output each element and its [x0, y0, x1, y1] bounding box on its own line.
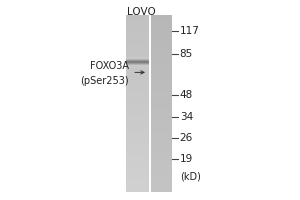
Bar	[126, 103, 148, 110]
Bar	[152, 92, 172, 98]
Bar	[152, 151, 172, 157]
Bar	[126, 15, 148, 192]
Bar	[126, 64, 148, 65]
Bar	[126, 59, 148, 60]
Bar	[126, 65, 148, 66]
Bar	[152, 33, 172, 39]
Bar	[152, 121, 172, 127]
Bar	[126, 156, 148, 162]
Bar	[126, 21, 148, 27]
Bar	[152, 156, 172, 162]
Bar	[126, 133, 148, 139]
Bar	[126, 162, 148, 168]
Bar	[126, 127, 148, 133]
Bar	[126, 92, 148, 98]
Text: 26: 26	[180, 133, 193, 143]
Text: FOXO3A: FOXO3A	[90, 61, 129, 71]
Bar	[126, 174, 148, 180]
Bar	[126, 151, 148, 157]
Bar	[152, 86, 172, 92]
Text: LOVO: LOVO	[127, 7, 155, 17]
Bar	[152, 133, 172, 139]
Bar	[152, 162, 172, 168]
Bar	[152, 15, 172, 192]
Bar	[126, 63, 148, 64]
Bar	[152, 39, 172, 45]
Bar	[152, 62, 172, 68]
Text: 19: 19	[180, 154, 193, 164]
Bar	[126, 33, 148, 39]
Bar	[126, 145, 148, 151]
Bar	[126, 74, 148, 80]
Bar	[152, 180, 172, 186]
Bar	[126, 168, 148, 174]
Bar	[152, 21, 172, 27]
Bar	[152, 45, 172, 51]
Bar	[152, 109, 172, 115]
Bar	[126, 62, 148, 63]
Bar	[126, 15, 148, 21]
Text: (pSer253): (pSer253)	[81, 76, 129, 86]
Bar	[126, 39, 148, 45]
Text: 85: 85	[180, 49, 193, 59]
Bar	[126, 139, 148, 145]
Bar	[126, 109, 148, 115]
Bar	[126, 115, 148, 121]
Bar	[126, 180, 148, 186]
Bar	[152, 115, 172, 121]
Bar	[152, 74, 172, 80]
Bar	[126, 61, 148, 62]
Bar	[126, 121, 148, 127]
Bar	[152, 68, 172, 74]
Bar	[126, 27, 148, 33]
Bar	[126, 186, 148, 192]
Bar	[152, 15, 172, 21]
Bar	[152, 145, 172, 151]
Bar	[126, 62, 148, 63]
Bar	[152, 168, 172, 174]
Bar	[126, 63, 148, 64]
Bar	[126, 59, 148, 60]
Bar	[152, 27, 172, 33]
Bar	[152, 127, 172, 133]
Text: (kD): (kD)	[180, 172, 201, 182]
Bar	[126, 80, 148, 86]
Bar	[126, 68, 148, 74]
Bar	[152, 98, 172, 104]
Bar	[152, 186, 172, 192]
Bar	[126, 60, 148, 61]
Bar	[126, 86, 148, 92]
Bar	[152, 139, 172, 145]
Text: 48: 48	[180, 90, 193, 100]
Bar	[152, 80, 172, 86]
Text: 117: 117	[180, 26, 200, 36]
Bar	[152, 50, 172, 57]
Bar	[126, 61, 148, 62]
Bar	[126, 50, 148, 57]
Bar	[152, 174, 172, 180]
Bar	[152, 103, 172, 110]
Bar	[152, 56, 172, 62]
Bar	[126, 64, 148, 65]
Bar	[126, 60, 148, 61]
Bar	[126, 62, 148, 63]
Bar	[126, 98, 148, 104]
Text: 34: 34	[180, 112, 193, 122]
Bar	[126, 45, 148, 51]
